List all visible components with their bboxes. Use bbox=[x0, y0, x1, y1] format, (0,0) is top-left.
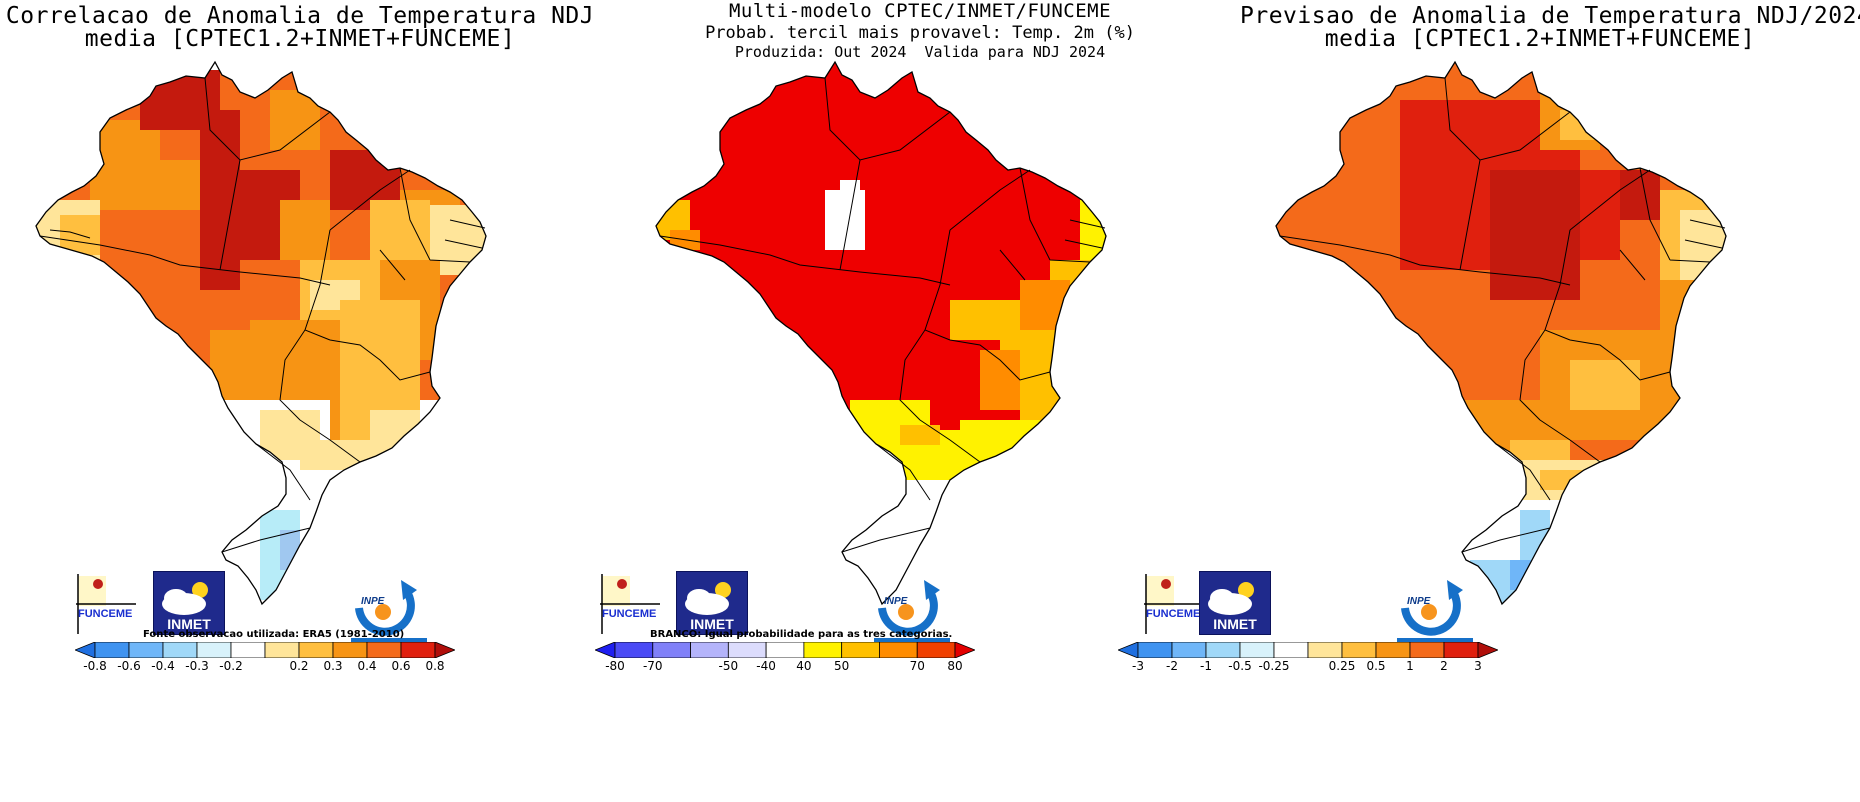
inpe-logo-text: INPE bbox=[1407, 596, 1431, 607]
panel2-title-line1: Multi-modelo CPTEC/INMET/FUNCEME bbox=[728, 0, 1112, 22]
colorbar-tick-label: 2 bbox=[1440, 659, 1448, 673]
colorbar-tick-label: 0.25 bbox=[1328, 659, 1356, 673]
inmet-logo: INMET bbox=[676, 571, 748, 635]
colorbar-tick-label: -0.6 bbox=[117, 659, 141, 673]
colorbar-segment bbox=[264, 642, 300, 658]
colorbar-tick-label: -0.2 bbox=[219, 659, 243, 673]
panel2-title-line2: Probab. tercil mais provavel: Temp. 2m (… bbox=[705, 23, 1135, 43]
colorbar-segment bbox=[366, 642, 402, 658]
colorbar-tick-label: 80 bbox=[947, 659, 963, 673]
colorbar-segment bbox=[1341, 642, 1377, 658]
colorbar-tick-label: -3 bbox=[1132, 659, 1144, 673]
colorbar-segment bbox=[1137, 642, 1173, 658]
funceme-logo-text: FUNCEME bbox=[78, 608, 133, 620]
colorbar-tick-label: 0.8 bbox=[425, 659, 445, 673]
colorbar-tick-label: 0.4 bbox=[357, 659, 377, 673]
inmet-logo-text: INMET bbox=[690, 616, 734, 632]
colorbar-segment bbox=[1239, 642, 1275, 658]
colorbar-segment bbox=[162, 642, 198, 658]
panel3-map bbox=[1275, 60, 1727, 606]
colorbar-tick-label: -0.4 bbox=[151, 659, 175, 673]
inpe-logo-text: INPE bbox=[361, 596, 385, 607]
colorbar-tick-label: -1 bbox=[1200, 659, 1212, 673]
colorbar-tick-label: 70 bbox=[909, 659, 925, 673]
colorbar-low-arrow bbox=[75, 642, 96, 658]
colorbar-tick-label: 50 bbox=[834, 659, 850, 673]
forecast-panel: Previsao de Anomalia de Temperatura NDJ/… bbox=[1114, 0, 1860, 802]
colorbar-segment bbox=[1443, 642, 1479, 658]
funceme-logo: FUNCEME bbox=[46, 574, 146, 644]
funceme-logo-text: FUNCEME bbox=[602, 608, 657, 620]
panel1-title-line1: Correlacao de Anomalia de Temperatura ND… bbox=[5, 3, 595, 29]
colorbar-segment bbox=[879, 642, 918, 658]
colorbar-tick-label: -0.25 bbox=[1258, 659, 1290, 673]
colorbar-tick-label: 1 bbox=[1406, 659, 1414, 673]
colorbar-tick-label: 0.2 bbox=[289, 659, 309, 673]
funceme-logo-text: FUNCEME bbox=[1146, 608, 1201, 620]
colorbar-tick-label: -40 bbox=[756, 659, 776, 673]
colorbar-tick-label: -70 bbox=[642, 659, 663, 673]
colorbar-segment bbox=[727, 642, 767, 658]
colorbar-segment bbox=[332, 642, 368, 658]
correlation-panel: Correlacao de Anomalia de Temperatura ND… bbox=[0, 0, 600, 802]
colorbar-tick-label: 40 bbox=[796, 659, 812, 673]
panel3-title-line1: Previsao de Anomalia de Temperatura NDJ/… bbox=[1240, 3, 1860, 29]
colorbar-tick-label: 0.5 bbox=[1366, 659, 1386, 673]
colorbar-tick-label: -50 bbox=[718, 659, 739, 673]
colorbar-tick-label: -0.8 bbox=[83, 659, 107, 673]
colorbar-segment bbox=[765, 642, 805, 658]
colorbar-high-arrow bbox=[1477, 642, 1498, 658]
panel2-colorbar bbox=[595, 642, 975, 658]
panel2-title-line3: Produzida: Out 2024 Valida para NDJ 2024 bbox=[734, 43, 1106, 61]
colorbar-segment bbox=[614, 642, 654, 658]
colorbar-segment bbox=[1171, 642, 1207, 658]
colorbar-tick-label: -0.5 bbox=[1228, 659, 1252, 673]
colorbar-tick-label: -0.3 bbox=[185, 659, 209, 673]
panel1-map bbox=[35, 60, 487, 606]
panel3-title-line2: media [CPTEC1.2+INMET+FUNCEME] bbox=[1324, 26, 1756, 52]
funceme-logo: FUNCEME bbox=[600, 574, 670, 644]
panel2-note: BRANCO: Igual probabilidade para as tres… bbox=[650, 629, 953, 640]
panel1-colorbar bbox=[75, 642, 455, 658]
colorbar-segment bbox=[298, 642, 334, 658]
inmet-logo-text: INMET bbox=[1213, 616, 1257, 632]
colorbar-segment bbox=[841, 642, 880, 658]
colorbar-segment bbox=[690, 642, 729, 658]
colorbar-segment bbox=[128, 642, 164, 658]
colorbar-tick-label: -80 bbox=[605, 659, 625, 673]
inmet-logo: INMET bbox=[1199, 571, 1271, 635]
panel1-source-note: Fonte observacao utilizada: ERA5 (1981-2… bbox=[143, 629, 405, 640]
colorbar-high-arrow bbox=[434, 642, 455, 658]
colorbar-segment bbox=[230, 642, 266, 658]
colorbar-segment bbox=[803, 642, 843, 658]
colorbar-segment bbox=[1375, 642, 1411, 658]
colorbar-segment bbox=[1409, 642, 1445, 658]
colorbar-segment bbox=[94, 642, 130, 658]
panel2-map bbox=[655, 60, 1107, 606]
colorbar-segment bbox=[196, 642, 232, 658]
colorbar-tick-label: 0.3 bbox=[323, 659, 343, 673]
colorbar-segment bbox=[1307, 642, 1343, 658]
colorbar-segment bbox=[916, 642, 956, 658]
colorbar-high-arrow bbox=[954, 642, 975, 658]
inpe-logo-text: INPE bbox=[884, 596, 908, 607]
inmet-logo-text: INMET bbox=[167, 616, 211, 632]
colorbar-low-arrow bbox=[595, 642, 616, 658]
inmet-logo: INMET bbox=[153, 571, 225, 635]
colorbar-segment bbox=[652, 642, 691, 658]
inpe-logo: INPE bbox=[1391, 572, 1477, 650]
colorbar-tick-label: 3 bbox=[1474, 659, 1482, 673]
panel1-title-line2: media [CPTEC1.2+INMET+FUNCEME] bbox=[84, 26, 516, 52]
colorbar-segment bbox=[1205, 642, 1241, 658]
panel3-colorbar bbox=[1118, 642, 1498, 658]
colorbar-segment bbox=[400, 642, 436, 658]
probability-panel: Multi-modelo CPTEC/INMET/FUNCEME Probab.… bbox=[595, 0, 1220, 802]
colorbar-low-arrow bbox=[1118, 642, 1139, 658]
colorbar-tick-label: -2 bbox=[1166, 659, 1178, 673]
colorbar-segment bbox=[1273, 642, 1309, 658]
colorbar-tick-label: 0.6 bbox=[391, 659, 411, 673]
